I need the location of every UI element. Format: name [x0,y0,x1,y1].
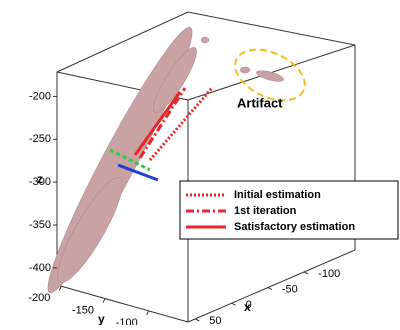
tick-mark [268,288,272,290]
z-tick-label: -200 [29,90,51,102]
y-tick-label: -200 [28,292,50,304]
y-axis-label: y [98,312,105,325]
y-tick-label: -150 [72,304,94,316]
chart: Artifact z y x -200-250-300-350-400-200-… [0,0,400,325]
z-tick-label: -300 [29,176,51,188]
z-tick-label: -250 [29,133,51,145]
y-tick-label: -100 [116,317,138,325]
legend-label: Satisfactory estimation [234,221,355,233]
tick-mark [147,311,149,315]
annotation: Artifact [237,95,283,110]
z-tick-label: -350 [29,219,51,231]
tick-mark [232,303,236,305]
x-tick-label: -100 [318,268,340,280]
legend-label: Initial estimation [234,189,321,201]
tick-mark [195,319,199,321]
legend-label: 1st iteration [234,205,297,217]
z-tick-label: -400 [29,262,51,274]
x-tick-label: -50 [282,283,298,295]
x-tick-label: 0 [246,299,252,311]
vessel [35,20,285,301]
tick-mark [103,299,105,303]
x-tick-label: 50 [209,315,221,325]
tick-mark [304,272,308,274]
